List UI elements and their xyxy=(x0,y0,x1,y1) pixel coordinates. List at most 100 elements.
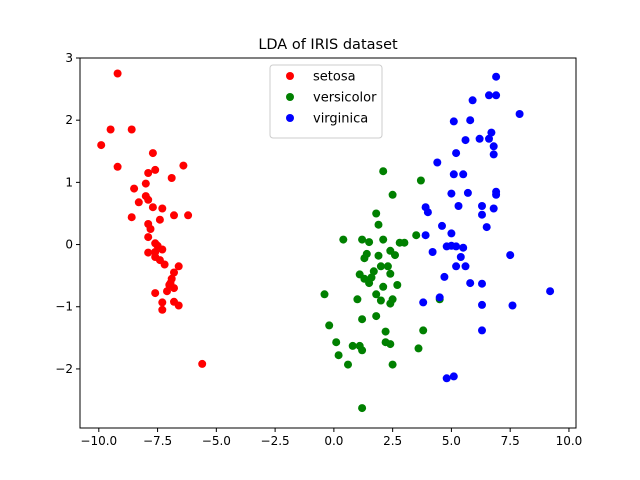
point-virginica xyxy=(449,117,458,126)
point-versicolor xyxy=(334,351,343,360)
point-setosa xyxy=(106,125,115,134)
point-versicolor xyxy=(332,338,341,347)
point-setosa xyxy=(144,233,153,242)
point-virginica xyxy=(515,110,524,118)
point-versicolor xyxy=(379,167,388,176)
y-tick-label: 0 xyxy=(65,238,73,252)
point-versicolor xyxy=(376,262,385,271)
legend-marker-versicolor xyxy=(286,93,294,101)
legend-marker-setosa xyxy=(286,72,294,80)
point-virginica xyxy=(447,189,456,198)
point-virginica xyxy=(442,242,451,251)
point-versicolor xyxy=(374,220,383,229)
point-versicolor xyxy=(400,238,409,247)
x-tick-label: −5.0 xyxy=(202,434,231,448)
point-setosa xyxy=(167,174,176,182)
y-axis-ticks: −2 −1 0 1 2 3 xyxy=(55,51,80,376)
point-versicolor xyxy=(372,290,381,299)
point-virginica xyxy=(452,262,461,271)
point-virginica xyxy=(482,223,491,232)
legend-marker-virginica xyxy=(286,114,294,122)
point-virginica xyxy=(478,279,486,288)
point-setosa xyxy=(146,225,155,233)
point-setosa xyxy=(160,260,169,269)
point-setosa xyxy=(113,69,122,78)
point-virginica xyxy=(485,134,493,143)
point-versicolor xyxy=(372,209,381,218)
legend: setosa versicolor virginica xyxy=(269,64,383,139)
point-setosa xyxy=(141,179,150,188)
point-versicolor xyxy=(358,315,367,324)
point-virginica xyxy=(459,243,468,252)
point-virginica xyxy=(466,116,475,125)
point-setosa xyxy=(174,301,183,310)
point-setosa xyxy=(127,125,136,134)
point-setosa xyxy=(170,268,178,277)
point-versicolor xyxy=(365,279,374,288)
point-virginica xyxy=(492,190,501,199)
point-versicolor xyxy=(358,346,367,355)
point-virginica xyxy=(423,208,432,217)
point-setosa xyxy=(163,287,171,296)
point-versicolor xyxy=(383,262,392,271)
point-setosa xyxy=(148,149,157,158)
point-virginica xyxy=(452,242,461,251)
point-virginica xyxy=(485,91,493,100)
series-setosa xyxy=(97,69,207,368)
point-versicolor xyxy=(416,176,425,185)
x-tick-label: 0.0 xyxy=(324,434,343,448)
y-tick-label: 2 xyxy=(65,113,73,127)
point-versicolor xyxy=(391,251,399,260)
x-tick-label: −10.0 xyxy=(80,434,117,448)
point-setosa xyxy=(134,198,143,207)
point-virginica xyxy=(546,287,555,296)
point-versicolor xyxy=(412,231,421,240)
point-setosa xyxy=(144,195,153,204)
point-virginica xyxy=(428,248,437,256)
point-virginica xyxy=(421,231,430,240)
point-virginica xyxy=(466,279,475,288)
point-virginica xyxy=(447,229,456,238)
point-setosa xyxy=(166,279,175,288)
point-setosa xyxy=(144,169,153,177)
point-virginica xyxy=(492,91,501,100)
point-versicolor xyxy=(376,296,385,305)
points-layer xyxy=(97,69,555,413)
y-tick-label: 3 xyxy=(65,51,73,65)
point-versicolor xyxy=(365,238,374,247)
legend-label-setosa: setosa xyxy=(313,70,356,85)
point-versicolor xyxy=(325,321,334,330)
point-virginica xyxy=(449,372,458,381)
point-versicolor xyxy=(379,282,388,291)
point-virginica xyxy=(506,251,515,260)
point-versicolor xyxy=(419,326,428,335)
point-virginica xyxy=(478,210,486,219)
chart-title: LDA of IRIS dataset xyxy=(258,37,398,53)
point-setosa xyxy=(155,215,164,224)
point-setosa xyxy=(158,204,167,213)
legend-box xyxy=(269,64,383,139)
point-setosa xyxy=(130,184,139,193)
y-tick-label: −2 xyxy=(55,362,73,376)
point-setosa xyxy=(179,161,188,170)
point-virginica xyxy=(461,262,470,271)
point-versicolor xyxy=(344,360,352,369)
point-versicolor xyxy=(379,235,388,244)
point-versicolor xyxy=(393,281,402,289)
legend-label-virginica: virginica xyxy=(313,112,368,127)
point-versicolor xyxy=(358,235,367,244)
point-setosa xyxy=(151,165,160,174)
point-setosa xyxy=(184,211,193,220)
point-versicolor xyxy=(320,290,329,299)
x-tick-label: 7.5 xyxy=(501,434,520,448)
plot-frame xyxy=(79,57,577,429)
point-versicolor xyxy=(386,269,395,278)
point-virginica xyxy=(489,204,498,213)
x-tick-label: 10.0 xyxy=(556,434,583,448)
legend-label-versicolor: versicolor xyxy=(313,91,377,106)
x-tick-label: −7.5 xyxy=(143,434,172,448)
point-virginica xyxy=(489,150,498,159)
point-virginica xyxy=(433,158,442,167)
point-versicolor xyxy=(369,267,378,276)
